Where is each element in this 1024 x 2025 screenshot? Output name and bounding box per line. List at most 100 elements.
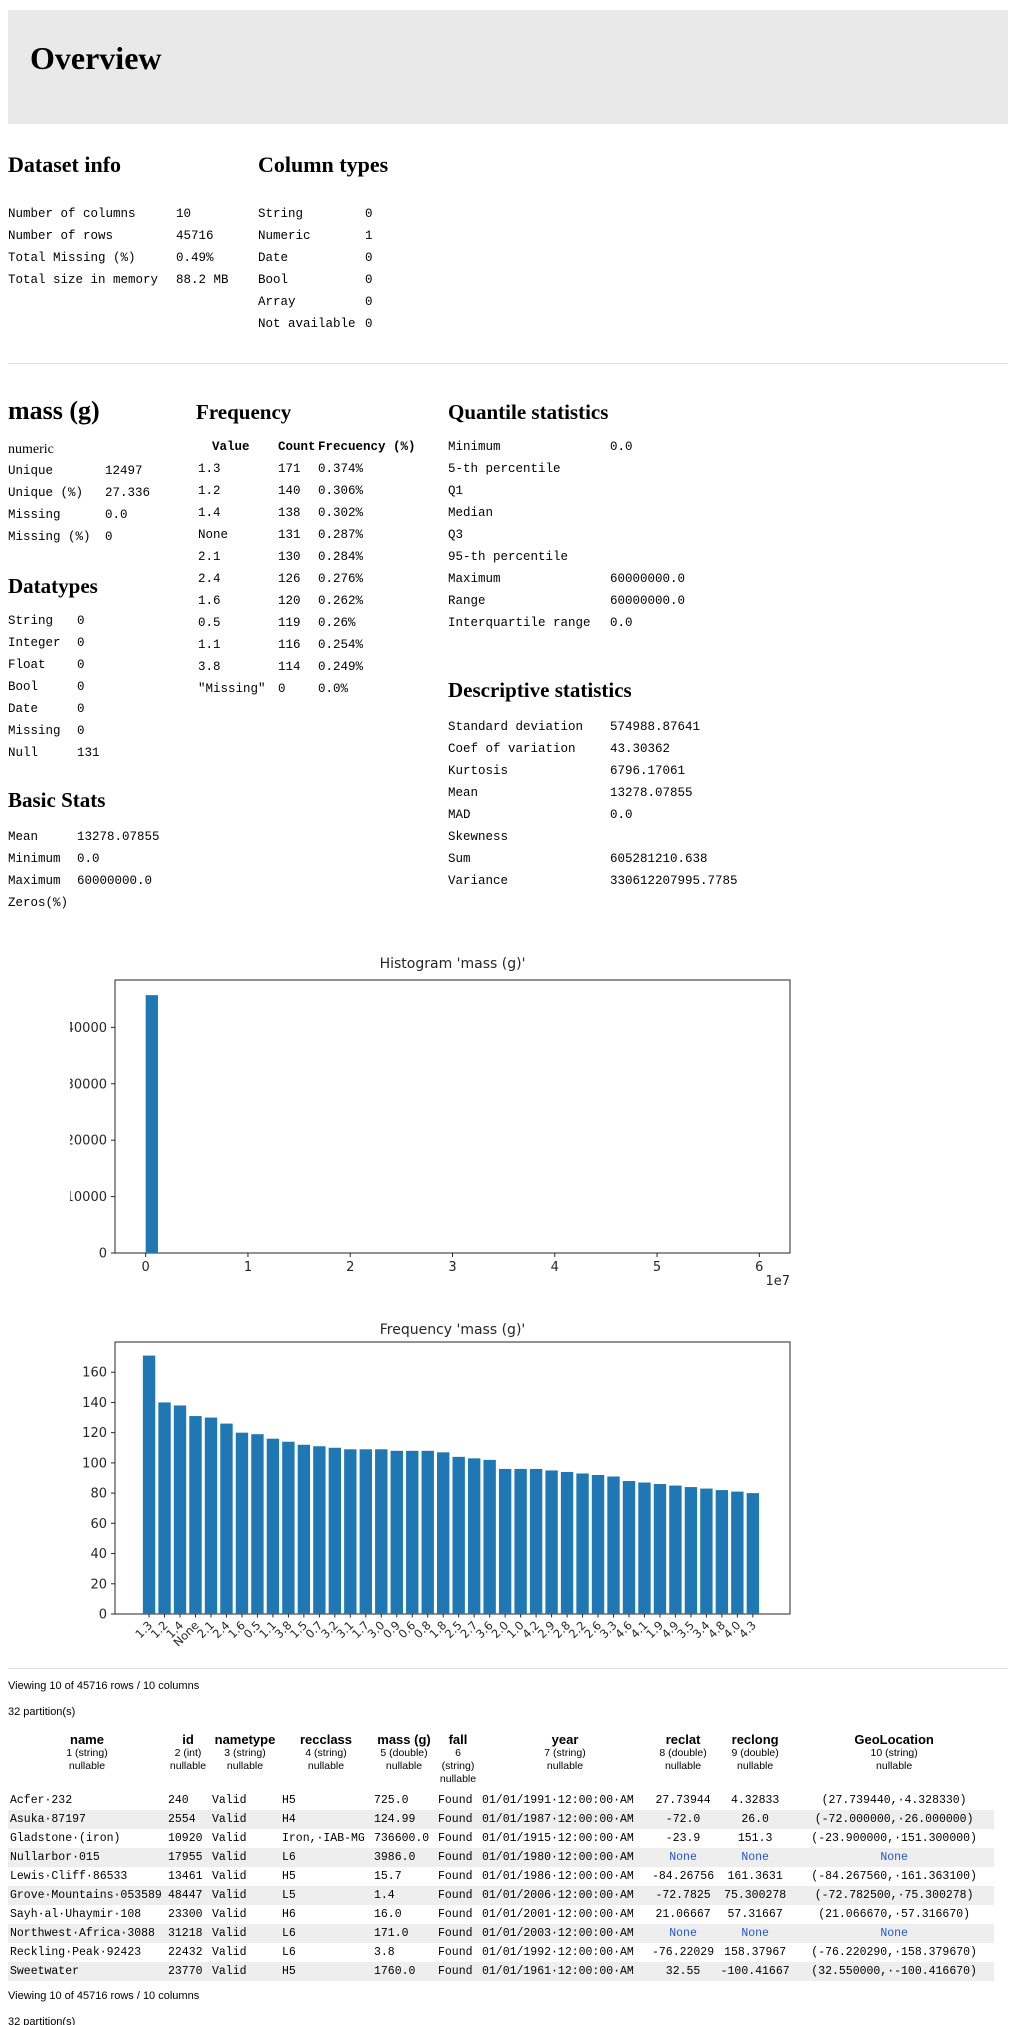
table-cell: 10920 — [168, 1832, 203, 1845]
y-tick-label: 10000 — [70, 1190, 107, 1205]
y-tick-label: 20 — [90, 1577, 107, 1592]
table-cell: 3986.0 — [372, 1848, 436, 1867]
frequency-bar — [406, 1450, 419, 1614]
frequency-bar — [390, 1450, 403, 1614]
stat-key: Range — [448, 594, 486, 608]
datatypes-title: Datatypes — [8, 574, 98, 598]
table-row: Nullarbor·015 17955 Valid L6 3986.0 Found 01/0… — [8, 1848, 995, 1867]
frequency-row: 1.6 120 0.262% — [198, 590, 416, 612]
table-cell: (-72.782500,·75.300278) — [794, 1886, 995, 1905]
table-cell: 1.4 — [372, 1886, 436, 1905]
table-cell: L6 — [282, 1946, 296, 1959]
frequency-bar — [251, 1434, 264, 1614]
table-cell: 01/01/1987·12:00:00·AM — [480, 1810, 650, 1829]
stat-row: Skewness — [448, 826, 738, 848]
stat-row: Minimum 0.0 — [448, 436, 685, 458]
column-type: 7 (string) — [544, 1747, 586, 1759]
table-cell: 01/01/1961·12:00:00·AM — [480, 1962, 650, 1981]
column-nullable: nullable — [307, 1760, 345, 1772]
frequency-bar — [545, 1470, 558, 1614]
table-cell: 22432 — [168, 1946, 203, 1959]
x-tick-label: 3 — [448, 1260, 456, 1275]
stat-key: Unique — [8, 464, 54, 478]
column-type: 4 (string) — [305, 1747, 347, 1759]
stat-key: Integer — [8, 636, 61, 650]
column-header: reclat 8 (double) nullable — [650, 1732, 716, 1791]
table-cell: 21.06667 — [655, 1908, 711, 1921]
column-name: fall — [448, 1732, 468, 1747]
stat-value: 330612207995.7785 — [610, 874, 738, 888]
stat-row: String 0 — [258, 203, 373, 225]
table-cell: -72.0 — [650, 1810, 717, 1829]
stat-value: 0.0 — [610, 616, 633, 630]
stat-key: Coef of variation — [448, 742, 576, 756]
y-tick-label: 30000 — [70, 1077, 107, 1092]
column-header: name 1 (string) nullable — [8, 1732, 166, 1791]
frequency-bar — [235, 1432, 249, 1614]
column-nullable: nullable — [546, 1760, 584, 1772]
stat-key: Float — [8, 658, 46, 672]
table-cell: H5 — [282, 1794, 296, 1807]
frequency-value: 1.2 — [198, 484, 221, 498]
table-cell: Valid — [212, 1946, 247, 1959]
stat-value: 0.0 — [77, 852, 100, 866]
frequency-bar — [622, 1481, 636, 1614]
table-cell: Valid — [210, 1848, 280, 1867]
table-cell: -23.9 — [665, 1832, 701, 1845]
column-name: id — [182, 1732, 194, 1747]
frequency-bar — [452, 1456, 465, 1614]
stat-row: Kurtosis 6796.17061 — [448, 760, 738, 782]
x-tick-label: 2 — [346, 1260, 354, 1275]
stat-key: Minimum — [448, 440, 501, 454]
table-cell: Found — [438, 1908, 473, 1921]
table-cell: 75.300278 — [716, 1886, 795, 1905]
column-header: year 7 (string) nullable — [480, 1732, 650, 1791]
stat-row: 5-th percentile — [448, 458, 685, 480]
stat-row: Unique (%) 27.336 — [8, 482, 150, 504]
stat-key: Mean — [8, 830, 39, 844]
stat-value: 574988.87641 — [610, 720, 701, 734]
frequency-percent: 0.302% — [318, 506, 364, 520]
descriptive-stats-title: Descriptive statistics — [448, 678, 632, 702]
table-cell: 240 — [168, 1794, 189, 1807]
column-name: reclong — [731, 1732, 779, 1747]
table-cell: 151.3 — [737, 1832, 773, 1845]
chart-title: Frequency 'mass (g)' — [380, 1322, 526, 1338]
frequency-bar — [344, 1449, 357, 1614]
table-row: Sayh·al·Uhaymir·108 23300 Valid H6 16.0 Found… — [8, 1905, 994, 1924]
frequency-chart: Frequency 'mass (g)' 0 20 40 60 80 100 120 140 16… — [70, 1320, 800, 1665]
table-cell: Grove·Mountains·053589 — [8, 1886, 166, 1905]
table-cell: 2554 — [166, 1810, 210, 1829]
overview-header: Overview — [8, 10, 1008, 124]
table-cell: 01/01/2001·12:00:00·AM — [482, 1908, 634, 1921]
table-cell: H5 — [282, 1870, 296, 1883]
table-cell: Northwest·Africa·3088 — [8, 1924, 166, 1943]
frequency-count: 130 — [278, 550, 301, 564]
stat-key: Bool — [258, 273, 289, 287]
frequency-percent: 0.276% — [318, 572, 364, 586]
stat-key: 5-th percentile — [448, 462, 561, 476]
frequency-bar — [591, 1474, 605, 1614]
column-name: year — [551, 1732, 579, 1747]
frequency-bar — [467, 1458, 481, 1614]
table-cell: None — [794, 1848, 995, 1867]
stat-value: 605281210.638 — [610, 852, 708, 866]
table-cell: 32.55 — [650, 1962, 717, 1981]
stat-key: Not available — [258, 317, 356, 331]
stat-value: 27.336 — [105, 486, 151, 500]
stat-key: Unique (%) — [8, 486, 84, 500]
stat-key: Maximum — [448, 572, 501, 586]
column-name: reclat — [665, 1732, 701, 1747]
frequency-value: 0.5 — [198, 616, 221, 630]
column-type: 1 (string) — [66, 1747, 108, 1759]
frequency-row: 1.1 116 0.254% — [198, 634, 416, 656]
table-cell: -100.41667 — [716, 1962, 795, 1981]
x-category-label: 4.3 — [736, 1618, 759, 1641]
table-cell: Sayh·al·Uhaymir·108 — [10, 1908, 142, 1921]
y-tick-label: 140 — [82, 1396, 107, 1411]
x-tick-label: 4 — [551, 1260, 559, 1275]
variable-name-title: mass (g) — [8, 396, 100, 425]
table-cell: Asuka·87197 — [8, 1810, 166, 1829]
stat-row: Q1 — [448, 480, 685, 502]
table-cell: 01/01/1992·12:00:00·AM — [482, 1946, 634, 1959]
